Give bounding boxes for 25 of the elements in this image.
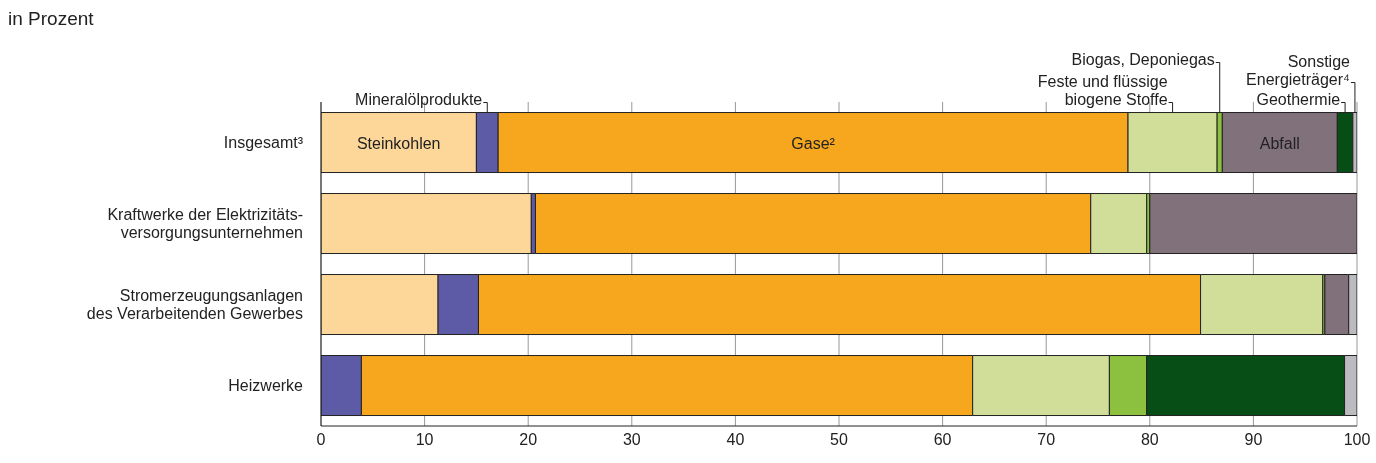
x-tick-label: 80 <box>1140 431 1159 449</box>
y-tick-label: Insgesamt³ <box>223 133 304 151</box>
text: in Prozent <box>8 8 95 30</box>
series-label: Gase² <box>791 134 836 152</box>
legend-label: Mineralölprodukte <box>355 90 483 108</box>
y-tick-label: Stromerzeugungsanlagen des Verarbeitenden Gewerbes <box>86 286 303 322</box>
x-tick-label: 100 <box>1343 431 1371 449</box>
series-label: Abfall <box>1259 134 1300 152</box>
series-label: Steinkohlen <box>356 134 441 152</box>
series-label: Sonstige Energieträger⁴ <box>1246 52 1351 88</box>
legend-label: Geothermie <box>1256 90 1341 108</box>
x-tick-label: 30 <box>622 431 641 449</box>
x-tick-label: 10 <box>415 431 434 449</box>
text: Biogas, Deponiegas <box>1071 50 1215 68</box>
x-tick-label: 20 <box>519 431 538 449</box>
x-tick-label: 0 <box>316 431 326 449</box>
x-tick-label: 90 <box>1244 431 1263 449</box>
y-tick-label: Heizwerke <box>228 376 304 394</box>
series-label: Feste und flüssige biogene Stoffe <box>1037 72 1168 108</box>
x-tick-label: 60 <box>933 431 952 449</box>
x-tick-label: 40 <box>726 431 745 449</box>
x-tick-label: 70 <box>1037 431 1056 449</box>
bar <box>1149 193 1357 255</box>
y-tick-label: Kraftwerke der Elektrizitäts- versorgungsunternehmen <box>107 205 303 241</box>
x-tick-label: 50 <box>830 431 848 449</box>
